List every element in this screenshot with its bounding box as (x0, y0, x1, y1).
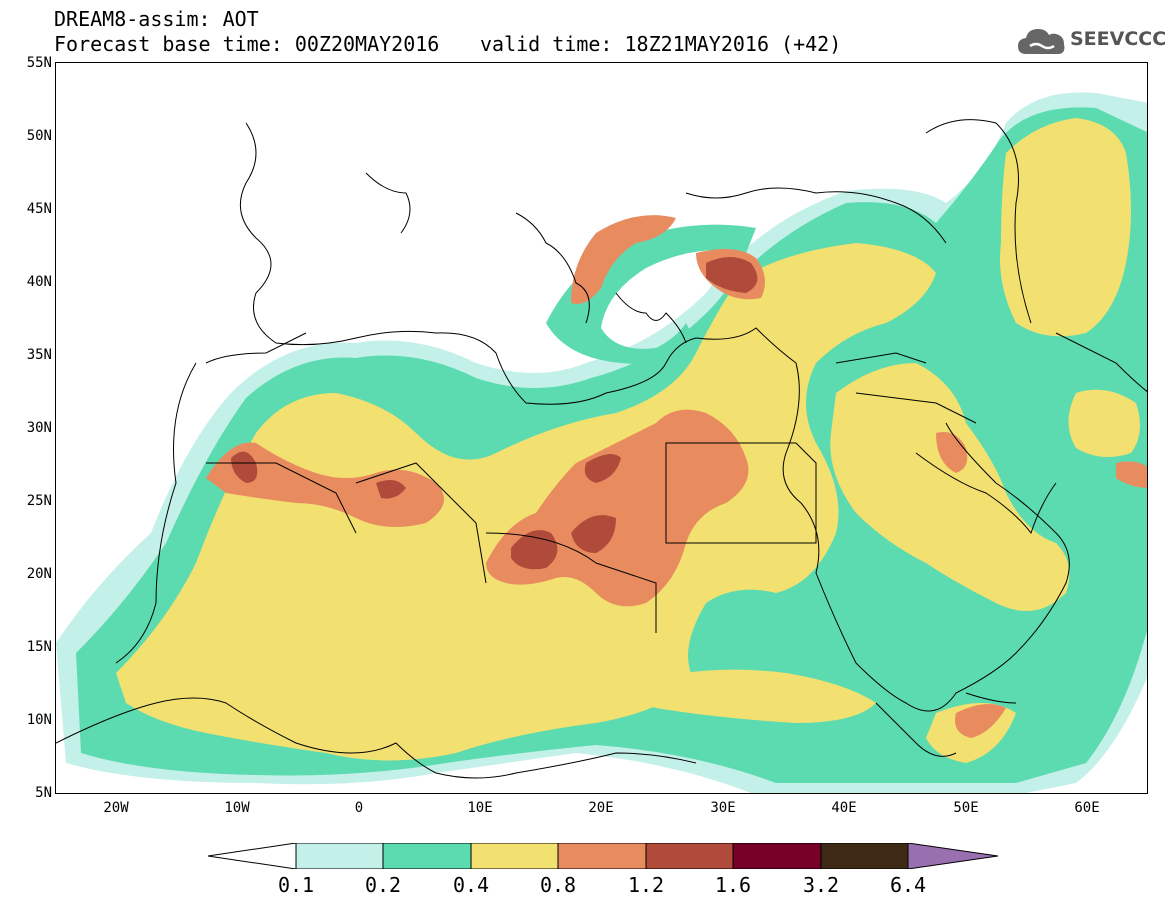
lat-label-25n: 25N (26, 493, 52, 509)
colorbar-bin-1-2 (645, 842, 734, 870)
colorbar-label-0-1: 0.1 (277, 873, 315, 897)
colorbar-left-arrow (207, 842, 297, 870)
map-title: DREAM8-assim: AOT (54, 7, 259, 31)
aot-map-canvas (56, 92, 1147, 793)
colorbar-label-0-8: 0.8 (539, 873, 577, 897)
lon-label-10e: 10E (467, 800, 493, 816)
colorbar-bin-0-2 (382, 842, 472, 870)
lat-label-15n: 15N (26, 639, 52, 655)
lat-label-5n: 5N (35, 785, 52, 801)
colorbar-bin-0-1 (295, 842, 384, 870)
colorbar-label-0-4: 0.4 (452, 873, 490, 897)
aot-contour-0-4 (116, 118, 1140, 763)
colorbar-bin-0-8 (557, 842, 647, 870)
colorbar-label-1-6: 1.6 (714, 873, 752, 897)
lat-label-45n: 45N (26, 201, 52, 217)
colorbar-label-6-4: 6.4 (889, 873, 927, 897)
lon-label-60e: 60E (1074, 800, 1100, 816)
colorbar-bin-1-6 (732, 842, 822, 870)
lon-label-40e: 40E (831, 800, 857, 816)
colorbar-label-3-2: 3.2 (802, 873, 840, 897)
cloud-icon (1018, 29, 1065, 54)
forecast-base-time: Forecast base time: 00Z20MAY2016 (54, 32, 440, 56)
aot-map (55, 62, 1148, 794)
lon-label-10w: 10W (224, 800, 250, 816)
lon-label-50e: 50E (953, 800, 979, 816)
lat-label-30n: 30N (26, 420, 52, 436)
colorbar (207, 842, 999, 870)
lat-label-35n: 35N (26, 347, 52, 363)
lon-label-20w: 20W (103, 800, 129, 816)
colorbar-label-1-2: 1.2 (627, 873, 665, 897)
logo-text: SEEVCCC (1070, 28, 1165, 50)
seevccc-logo: SEEVCCC (1016, 22, 1165, 62)
lat-label-50n: 50N (26, 128, 52, 144)
valid-time: valid time: 18Z21MAY2016 (+42) (480, 32, 842, 56)
colorbar-bin-3-2 (820, 842, 909, 870)
colorbar-label-0-2: 0.2 (364, 873, 402, 897)
lat-label-55n: 55N (26, 55, 52, 71)
colorbar-svg (207, 842, 999, 870)
lat-label-10n: 10N (26, 712, 52, 728)
colorbar-right-arrow (907, 842, 999, 870)
lat-label-20n: 20N (26, 566, 52, 582)
lon-label-0: 0 (354, 800, 364, 816)
lon-label-30e: 30E (710, 800, 736, 816)
coastlines (56, 119, 1147, 779)
lat-label-40n: 40N (26, 274, 52, 290)
lon-label-20e: 20E (588, 800, 614, 816)
colorbar-bin-0-4 (470, 842, 559, 870)
